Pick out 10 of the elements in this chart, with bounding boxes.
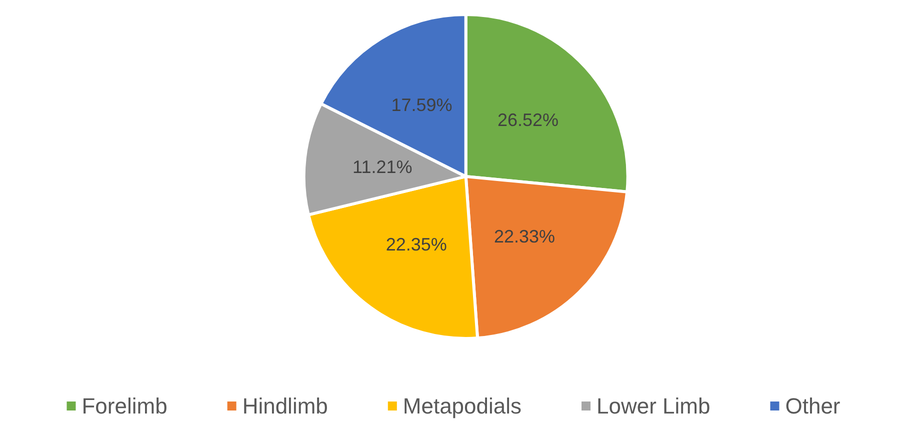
legend-label: Metapodials: [402, 394, 522, 418]
data-label: 26.52%: [497, 110, 559, 130]
data-label: 22.33%: [494, 226, 556, 247]
legend-label: Forelimb: [82, 394, 168, 418]
data-label: 17.59%: [391, 94, 452, 115]
data-label: 22.35%: [386, 234, 447, 254]
legend-label: Lower Limb: [596, 394, 710, 418]
data-label: 11.21%: [352, 156, 412, 177]
legend-label: Other: [785, 394, 840, 418]
legend-label: Hindlimb: [242, 394, 328, 418]
